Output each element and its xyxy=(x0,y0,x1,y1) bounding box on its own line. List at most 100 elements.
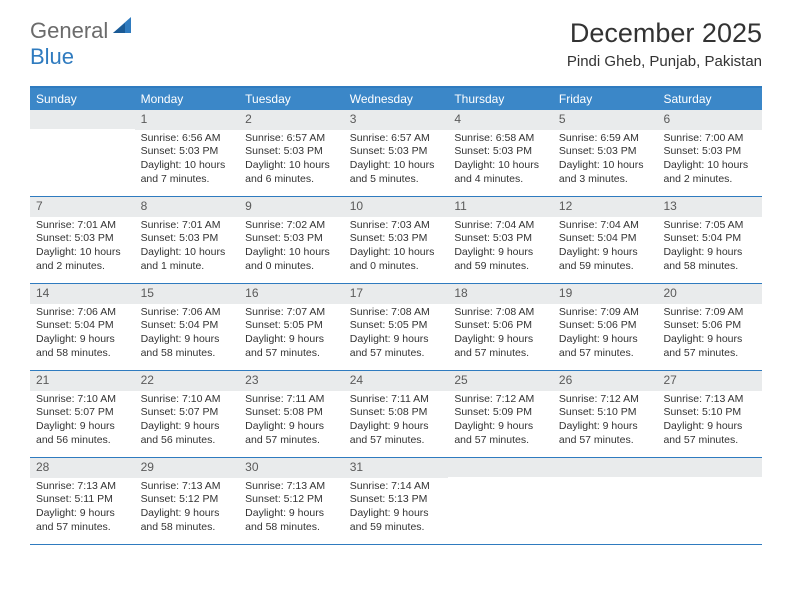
logo: General xyxy=(30,18,139,44)
sunrise: Sunrise: 6:57 AM xyxy=(350,132,443,146)
sunrise: Sunrise: 7:11 AM xyxy=(350,393,443,407)
sunrise: Sunrise: 7:01 AM xyxy=(36,219,129,233)
daylight: Daylight: 9 hours and 57 minutes. xyxy=(245,333,338,360)
week-row: 7Sunrise: 7:01 AMSunset: 5:03 PMDaylight… xyxy=(30,197,762,284)
sunrise: Sunrise: 6:58 AM xyxy=(454,132,547,146)
sunrise: Sunrise: 7:09 AM xyxy=(559,306,652,320)
day-body: Sunrise: 7:10 AMSunset: 5:07 PMDaylight:… xyxy=(30,391,135,454)
sunrise: Sunrise: 7:14 AM xyxy=(350,480,443,494)
day-cell-12: 12Sunrise: 7:04 AMSunset: 5:04 PMDayligh… xyxy=(553,197,658,283)
day-number: 22 xyxy=(135,371,240,391)
sunset: Sunset: 5:07 PM xyxy=(36,406,129,420)
daylight: Daylight: 10 hours and 2 minutes. xyxy=(36,246,129,273)
day-body: Sunrise: 7:05 AMSunset: 5:04 PMDaylight:… xyxy=(657,217,762,280)
day-body: Sunrise: 7:12 AMSunset: 5:09 PMDaylight:… xyxy=(448,391,553,454)
day-body: Sunrise: 7:01 AMSunset: 5:03 PMDaylight:… xyxy=(30,217,135,280)
sunrise: Sunrise: 7:05 AM xyxy=(663,219,756,233)
day-number: 16 xyxy=(239,284,344,304)
day-header-sunday: Sunday xyxy=(30,88,135,110)
sunset: Sunset: 5:05 PM xyxy=(245,319,338,333)
day-cell-23: 23Sunrise: 7:11 AMSunset: 5:08 PMDayligh… xyxy=(239,371,344,457)
daylight: Daylight: 9 hours and 59 minutes. xyxy=(350,507,443,534)
sunset: Sunset: 5:08 PM xyxy=(245,406,338,420)
day-number: 8 xyxy=(135,197,240,217)
location: Pindi Gheb, Punjab, Pakistan xyxy=(567,53,762,70)
day-cell-10: 10Sunrise: 7:03 AMSunset: 5:03 PMDayligh… xyxy=(344,197,449,283)
daylight: Daylight: 10 hours and 1 minute. xyxy=(141,246,234,273)
day-cell-26: 26Sunrise: 7:12 AMSunset: 5:10 PMDayligh… xyxy=(553,371,658,457)
sunset: Sunset: 5:06 PM xyxy=(559,319,652,333)
sunrise: Sunrise: 7:04 AM xyxy=(559,219,652,233)
sunset: Sunset: 5:07 PM xyxy=(141,406,234,420)
day-body: Sunrise: 7:04 AMSunset: 5:03 PMDaylight:… xyxy=(448,217,553,280)
sunrise: Sunrise: 7:13 AM xyxy=(245,480,338,494)
day-cell-1: 1Sunrise: 6:56 AMSunset: 5:03 PMDaylight… xyxy=(135,110,240,196)
day-number: 29 xyxy=(135,458,240,478)
logo-word2: Blue xyxy=(30,44,74,70)
daylight: Daylight: 9 hours and 57 minutes. xyxy=(350,420,443,447)
day-body: Sunrise: 6:58 AMSunset: 5:03 PMDaylight:… xyxy=(448,130,553,193)
day-body: Sunrise: 6:56 AMSunset: 5:03 PMDaylight:… xyxy=(135,130,240,193)
day-number: 31 xyxy=(344,458,449,478)
day-number: 18 xyxy=(448,284,553,304)
day-number: 20 xyxy=(657,284,762,304)
sunset: Sunset: 5:03 PM xyxy=(454,145,547,159)
day-header-tuesday: Tuesday xyxy=(239,88,344,110)
sunset: Sunset: 5:03 PM xyxy=(245,232,338,246)
sunset: Sunset: 5:08 PM xyxy=(350,406,443,420)
title-block: December 2025 Pindi Gheb, Punjab, Pakist… xyxy=(567,18,762,70)
logo-word1: General xyxy=(30,18,108,44)
day-body: Sunrise: 7:06 AMSunset: 5:04 PMDaylight:… xyxy=(135,304,240,367)
day-cell-2: 2Sunrise: 6:57 AMSunset: 5:03 PMDaylight… xyxy=(239,110,344,196)
day-body: Sunrise: 7:06 AMSunset: 5:04 PMDaylight:… xyxy=(30,304,135,367)
day-cell-29: 29Sunrise: 7:13 AMSunset: 5:12 PMDayligh… xyxy=(135,458,240,544)
day-number: 25 xyxy=(448,371,553,391)
day-cell-24: 24Sunrise: 7:11 AMSunset: 5:08 PMDayligh… xyxy=(344,371,449,457)
daylight: Daylight: 9 hours and 57 minutes. xyxy=(36,507,129,534)
day-number: 10 xyxy=(344,197,449,217)
day-cell-31: 31Sunrise: 7:14 AMSunset: 5:13 PMDayligh… xyxy=(344,458,449,544)
day-number: 17 xyxy=(344,284,449,304)
day-number: 14 xyxy=(30,284,135,304)
calendar: SundayMondayTuesdayWednesdayThursdayFrid… xyxy=(30,86,762,545)
daylight: Daylight: 9 hours and 59 minutes. xyxy=(454,246,547,273)
day-body: Sunrise: 7:13 AMSunset: 5:11 PMDaylight:… xyxy=(30,478,135,541)
sunset: Sunset: 5:04 PM xyxy=(663,232,756,246)
daylight: Daylight: 10 hours and 4 minutes. xyxy=(454,159,547,186)
sunrise: Sunrise: 7:03 AM xyxy=(350,219,443,233)
day-cell-25: 25Sunrise: 7:12 AMSunset: 5:09 PMDayligh… xyxy=(448,371,553,457)
day-cell-28: 28Sunrise: 7:13 AMSunset: 5:11 PMDayligh… xyxy=(30,458,135,544)
day-body: Sunrise: 7:14 AMSunset: 5:13 PMDaylight:… xyxy=(344,478,449,541)
sunrise: Sunrise: 7:01 AM xyxy=(141,219,234,233)
sunset: Sunset: 5:06 PM xyxy=(663,319,756,333)
sunrise: Sunrise: 7:08 AM xyxy=(454,306,547,320)
day-body: Sunrise: 7:11 AMSunset: 5:08 PMDaylight:… xyxy=(344,391,449,454)
daylight: Daylight: 10 hours and 0 minutes. xyxy=(350,246,443,273)
sunrise: Sunrise: 6:59 AM xyxy=(559,132,652,146)
sunrise: Sunrise: 7:06 AM xyxy=(36,306,129,320)
day-body: Sunrise: 7:03 AMSunset: 5:03 PMDaylight:… xyxy=(344,217,449,280)
day-header-monday: Monday xyxy=(135,88,240,110)
day-cell-18: 18Sunrise: 7:08 AMSunset: 5:06 PMDayligh… xyxy=(448,284,553,370)
daylight: Daylight: 9 hours and 58 minutes. xyxy=(141,333,234,360)
day-cell-22: 22Sunrise: 7:10 AMSunset: 5:07 PMDayligh… xyxy=(135,371,240,457)
day-cell-9: 9Sunrise: 7:02 AMSunset: 5:03 PMDaylight… xyxy=(239,197,344,283)
sunset: Sunset: 5:03 PM xyxy=(245,145,338,159)
day-cell-27: 27Sunrise: 7:13 AMSunset: 5:10 PMDayligh… xyxy=(657,371,762,457)
daylight: Daylight: 9 hours and 56 minutes. xyxy=(36,420,129,447)
daylight: Daylight: 9 hours and 57 minutes. xyxy=(245,420,338,447)
day-body: Sunrise: 7:09 AMSunset: 5:06 PMDaylight:… xyxy=(553,304,658,367)
day-number: 2 xyxy=(239,110,344,130)
daylight: Daylight: 10 hours and 5 minutes. xyxy=(350,159,443,186)
day-number: 11 xyxy=(448,197,553,217)
sunrise: Sunrise: 7:12 AM xyxy=(454,393,547,407)
day-body: Sunrise: 7:04 AMSunset: 5:04 PMDaylight:… xyxy=(553,217,658,280)
sunset: Sunset: 5:05 PM xyxy=(350,319,443,333)
day-number: 19 xyxy=(553,284,658,304)
sunrise: Sunrise: 7:12 AM xyxy=(559,393,652,407)
day-number: 21 xyxy=(30,371,135,391)
logo-sail-icon xyxy=(113,17,137,40)
day-number: 9 xyxy=(239,197,344,217)
day-number: 6 xyxy=(657,110,762,130)
day-number: 7 xyxy=(30,197,135,217)
